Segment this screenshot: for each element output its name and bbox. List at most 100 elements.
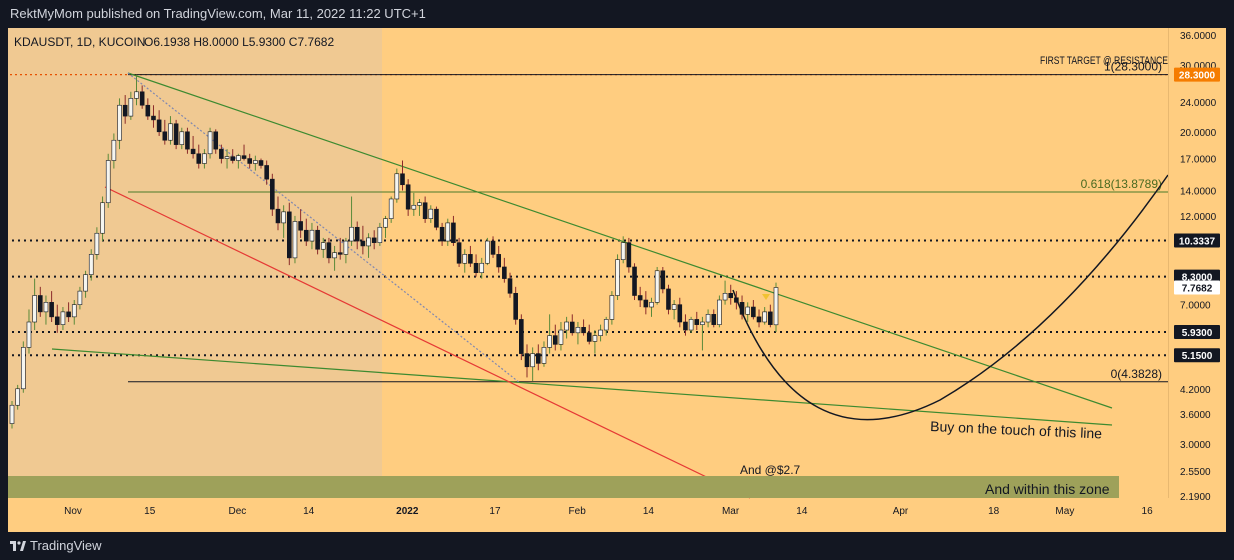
candle-13	[83, 270, 88, 298]
candle-40	[236, 153, 241, 169]
candle-39	[230, 149, 236, 164]
candle-30	[179, 127, 185, 150]
symbol-info: KDAUSDT, 1D, KUCOIN	[14, 35, 145, 49]
candle-59	[343, 237, 349, 264]
horizontal-levels: 1(28.3000) 0.618(13.8789) 0(4.3828)	[10, 60, 1168, 383]
candle-101	[581, 319, 586, 336]
candle-126	[722, 280, 728, 305]
candle-118	[677, 297, 683, 328]
candle-77	[445, 218, 451, 246]
candle-27	[162, 119, 168, 145]
candle-38	[224, 149, 230, 169]
candle-128	[734, 291, 739, 310]
candle-23	[139, 85, 145, 109]
candle-120	[688, 316, 694, 333]
candle-10	[66, 302, 71, 323]
buy-zone	[8, 476, 1119, 498]
candle-99	[569, 314, 575, 336]
candle-80	[462, 249, 468, 273]
candle-105	[603, 316, 609, 336]
candle-55	[320, 237, 326, 258]
candle-9	[60, 307, 66, 331]
candle-97	[558, 322, 564, 351]
marker-arrow-icon	[762, 294, 770, 300]
candle-1	[15, 384, 20, 410]
candle-25	[151, 105, 156, 128]
x-axis[interactable]: Nov 15 Dec 14 2022 17 Feb 14 Mar 14 Apr 18 May 16	[64, 506, 1153, 517]
candle-117	[671, 300, 677, 320]
candle-71	[411, 192, 417, 216]
candle-5	[37, 286, 43, 317]
x-tick-11: 18	[988, 506, 1000, 517]
candle-8	[54, 304, 60, 333]
candle-34	[202, 149, 207, 169]
x-tick-4: 2022	[396, 506, 419, 517]
fib-diagonal	[127, 72, 521, 384]
candle-87	[502, 257, 507, 283]
y-axis[interactable]: 36.0000 30.0000 24.0000 20.0000 17.0000 14.00…	[1174, 31, 1220, 503]
candle-127	[728, 284, 734, 305]
y-tick-6: 12.0000	[1180, 212, 1217, 223]
fib-label-1: 0.618(13.8789)	[1081, 177, 1162, 191]
candle-98	[564, 316, 569, 339]
candle-133	[762, 307, 767, 325]
candle-24	[145, 98, 151, 120]
candle-112	[643, 291, 649, 315]
candle-58	[337, 237, 343, 260]
price-tag-5: 5.1500	[1174, 348, 1220, 363]
candle-45	[264, 160, 269, 185]
candle-81	[468, 245, 473, 267]
candle-44	[258, 158, 264, 169]
candle-46	[270, 173, 275, 216]
svg-text:7.7682: 7.7682	[1182, 284, 1213, 295]
candle-31	[185, 127, 190, 154]
descending-resistance-line	[127, 72, 1113, 409]
candles	[9, 74, 779, 429]
candle-82	[473, 254, 479, 277]
candle-90	[519, 314, 524, 361]
x-tick-9: 14	[796, 506, 808, 517]
candle-129	[739, 295, 745, 320]
candle-104	[598, 324, 603, 342]
candle-37	[219, 144, 224, 164]
candle-111	[637, 286, 643, 308]
candle-114	[654, 266, 660, 305]
candle-79	[456, 237, 462, 267]
candle-113	[649, 297, 654, 317]
candle-11	[71, 300, 77, 325]
candle-43	[253, 155, 258, 171]
candle-36	[213, 129, 219, 154]
annotation-2: And @$2.7	[740, 463, 801, 477]
fib-label-0: 1(28.3000)	[1104, 60, 1162, 74]
candle-61	[354, 221, 360, 250]
candle-122	[700, 316, 705, 351]
candle-62	[360, 225, 366, 255]
x-tick-10: Apr	[893, 506, 909, 517]
candle-54	[315, 225, 320, 255]
candle-0	[9, 400, 15, 429]
candle-108	[620, 236, 626, 264]
candle-41	[241, 144, 247, 161]
candle-49	[287, 202, 292, 266]
price-tag-4: 5.9300	[1174, 324, 1220, 339]
candle-88	[507, 272, 513, 298]
candle-109	[626, 237, 632, 273]
x-tick-0: Nov	[64, 506, 82, 517]
x-tick-5: 17	[489, 506, 501, 517]
candle-132	[756, 309, 762, 328]
publisher-line: RektMyMom published on TradingView.com, …	[10, 6, 426, 21]
candle-135	[773, 282, 779, 332]
x-tick-2: Dec	[229, 506, 247, 517]
price-tag-0: 28.3000	[1174, 67, 1220, 82]
candle-110	[632, 263, 637, 301]
candle-125	[717, 295, 722, 328]
candle-68	[394, 168, 400, 203]
y-tick-14: 3.6000	[1180, 410, 1211, 421]
candle-65	[377, 222, 383, 246]
candle-67	[388, 196, 394, 223]
candle-56	[326, 237, 332, 264]
price-tag-3: 7.7682	[1174, 280, 1220, 295]
candle-26	[156, 110, 162, 136]
trendlines	[8, 72, 1169, 499]
